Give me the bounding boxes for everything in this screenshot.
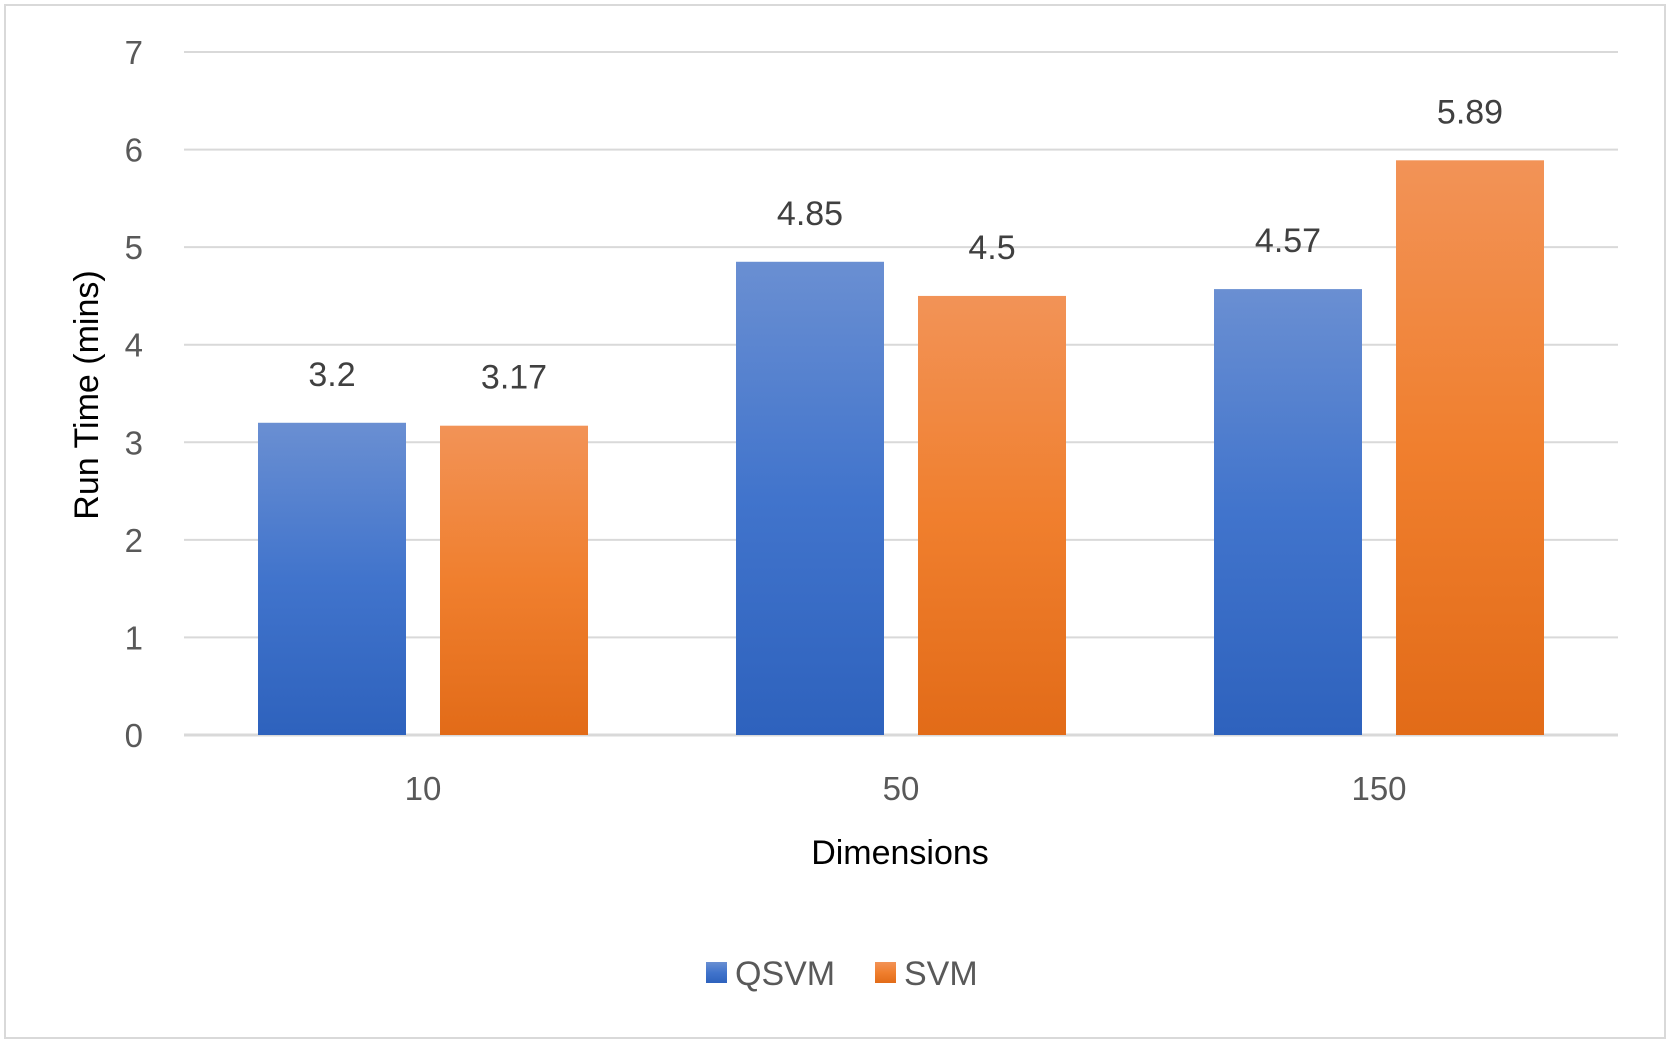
data-labels: 3.2 3.17 4.85 4.5 4.57 5.89 (308, 93, 1503, 396)
gridlines (184, 51, 1618, 737)
x-axis-ticks: 10 50 150 (405, 770, 1407, 807)
bar-svm-50 (918, 295, 1066, 735)
y-tick-label: 2 (125, 522, 143, 559)
y-tick-label: 5 (125, 229, 143, 266)
data-label: 5.89 (1437, 93, 1503, 131)
legend: QSVM SVM (706, 955, 978, 993)
y-tick-label: 7 (125, 34, 143, 71)
legend-swatch-svm (875, 962, 896, 983)
y-tick-label: 0 (125, 717, 143, 754)
bar-qsvm-50 (736, 261, 884, 735)
bar-qsvm-150 (1214, 289, 1362, 735)
x-axis-title: Dimensions (811, 834, 989, 872)
data-label: 4.5 (968, 229, 1015, 267)
legend-swatch-qsvm (706, 962, 727, 983)
bars (258, 160, 1544, 735)
y-axis-title: Run Time (mins) (68, 270, 106, 519)
y-tick-label: 6 (125, 132, 143, 169)
bar-svm-10 (440, 425, 588, 735)
data-label: 4.57 (1255, 222, 1321, 260)
legend-label-qsvm: QSVM (735, 955, 835, 993)
y-tick-label: 1 (125, 619, 143, 656)
y-tick-label: 3 (125, 424, 143, 461)
x-tick-label: 10 (405, 770, 442, 807)
x-tick-label: 150 (1351, 770, 1406, 807)
bar-qsvm-10 (258, 422, 406, 735)
bar-svm-150 (1396, 160, 1544, 735)
legend-label-svm: SVM (904, 955, 978, 993)
data-label: 3.17 (481, 359, 547, 397)
x-tick-label: 50 (883, 770, 920, 807)
data-label: 4.85 (777, 195, 843, 233)
y-tick-label: 4 (125, 327, 143, 364)
data-label: 3.2 (308, 356, 355, 394)
y-axis-ticks: 0 1 2 3 4 5 6 7 (125, 34, 143, 754)
